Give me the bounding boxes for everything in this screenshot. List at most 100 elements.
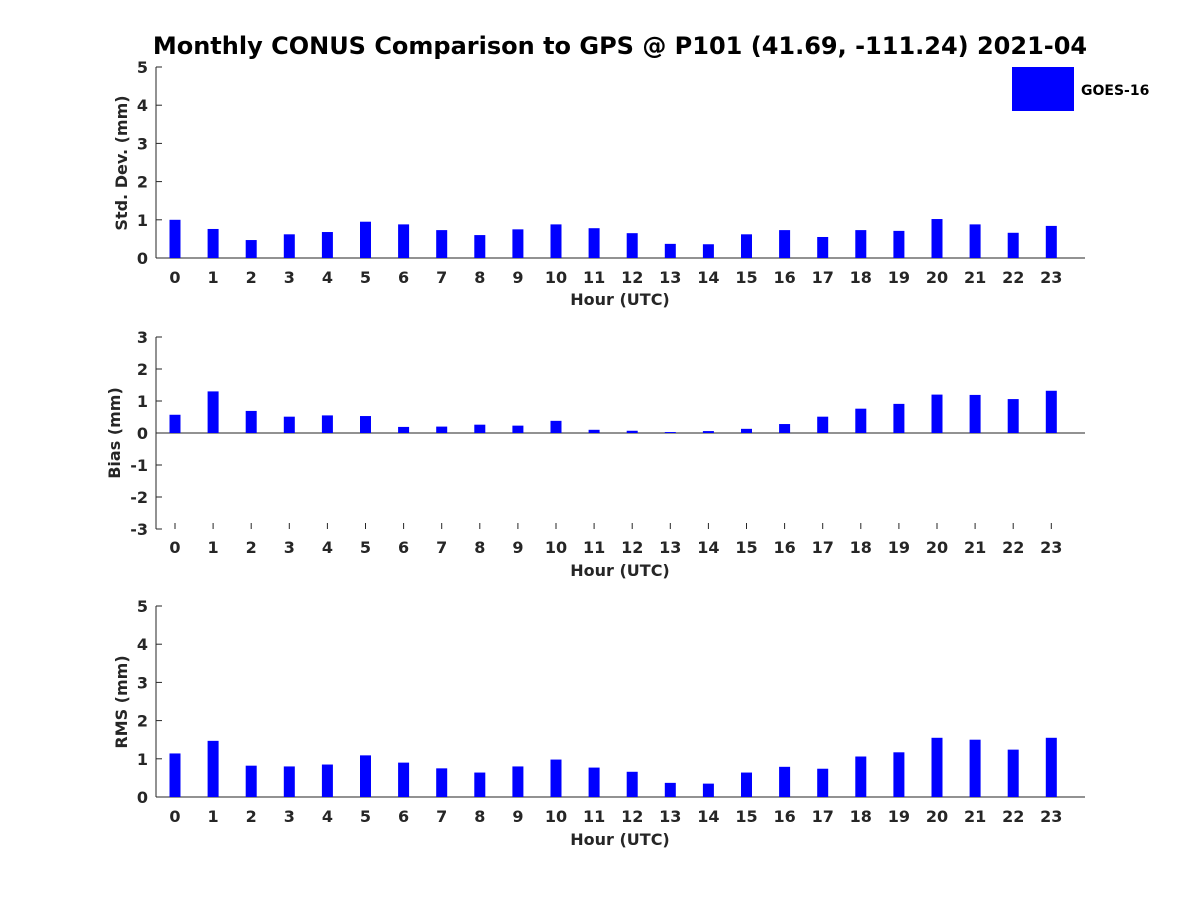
x-tick-label: 14 — [697, 268, 719, 287]
y-tick-label: 3 — [137, 134, 148, 153]
x-tick-label: 18 — [850, 268, 872, 287]
bar-hour-15 — [741, 428, 752, 433]
x-axis-label: Hour (UTC) — [570, 830, 670, 849]
x-tick-label: 12 — [621, 538, 643, 557]
x-tick-label: 11 — [583, 268, 605, 287]
bar-hour-2 — [245, 410, 257, 433]
x-tick-label: 13 — [659, 268, 681, 287]
y-tick-label: -3 — [130, 520, 148, 539]
bar-hour-23 — [1045, 390, 1057, 433]
x-tick-label: 14 — [697, 538, 719, 557]
bar-hour-18 — [855, 756, 867, 797]
y-axis-label: Bias (mm) — [105, 387, 124, 479]
x-tick-label: 22 — [1002, 807, 1024, 826]
x-tick-label: 13 — [659, 538, 681, 557]
x-tick-label: 20 — [926, 538, 948, 557]
x-tick-label: 0 — [169, 807, 180, 826]
bar-hour-22 — [1007, 232, 1019, 258]
x-tick-label: 21 — [964, 268, 986, 287]
x-tick-label: 4 — [322, 807, 333, 826]
y-tick-label: 0 — [137, 249, 148, 268]
y-tick-label: 1 — [137, 392, 148, 411]
bar-hour-5 — [360, 755, 371, 797]
x-tick-label: 15 — [735, 807, 757, 826]
bar-hour-2 — [245, 765, 257, 797]
x-tick-label: 22 — [1002, 538, 1024, 557]
bar-hour-19 — [893, 403, 905, 433]
x-tick-label: 12 — [621, 268, 643, 287]
bar-hour-15 — [741, 772, 752, 797]
y-axis-label: RMS (mm) — [112, 655, 131, 748]
x-tick-label: 1 — [208, 807, 219, 826]
bar-hour-15 — [741, 234, 752, 258]
y-tick-label: -1 — [130, 456, 148, 475]
bar-hour-7 — [436, 230, 448, 258]
y-tick-label: 3 — [137, 328, 148, 347]
bar-hour-22 — [1007, 749, 1019, 797]
x-tick-label: 4 — [322, 538, 333, 557]
x-tick-label: 6 — [398, 268, 409, 287]
x-tick-label: 19 — [888, 538, 910, 557]
x-tick-label: 3 — [284, 807, 295, 826]
x-tick-label: 5 — [360, 807, 371, 826]
bar-hour-21 — [969, 394, 981, 433]
x-tick-label: 14 — [697, 807, 719, 826]
bar-hour-3 — [283, 416, 295, 433]
bar-hour-5 — [360, 416, 371, 433]
x-tick-label: 21 — [964, 807, 986, 826]
y-tick-label: 1 — [137, 750, 148, 769]
x-tick-label: 16 — [773, 807, 795, 826]
bar-hour-16 — [779, 766, 791, 797]
x-tick-label: 12 — [621, 807, 643, 826]
x-tick-label: 15 — [735, 268, 757, 287]
bar-hour-19 — [893, 752, 905, 797]
y-tick-label: 4 — [137, 96, 148, 115]
bar-hour-21 — [969, 739, 981, 797]
x-tick-label: 2 — [246, 807, 257, 826]
bar-hour-9 — [512, 425, 524, 433]
x-tick-label: 11 — [583, 538, 605, 557]
legend-label: GOES-16 — [1081, 83, 1149, 99]
bar-hour-0 — [169, 414, 181, 433]
y-tick-label: 5 — [137, 597, 148, 616]
bar-hour-20 — [931, 219, 943, 258]
legend: GOES-16 — [1012, 67, 1149, 111]
x-tick-label: 5 — [360, 538, 371, 557]
bar-hour-1 — [207, 740, 219, 797]
bar-hour-4 — [321, 415, 333, 433]
x-tick-label: 6 — [398, 538, 409, 557]
bar-hour-9 — [512, 766, 524, 797]
y-tick-label: 5 — [137, 58, 148, 77]
bar-hour-23 — [1045, 225, 1057, 258]
bar-hour-17 — [817, 416, 829, 433]
x-tick-label: 0 — [169, 268, 180, 287]
x-tick-label: 19 — [888, 268, 910, 287]
x-axis-label: Hour (UTC) — [570, 561, 670, 580]
x-tick-label: 19 — [888, 807, 910, 826]
x-tick-label: 8 — [474, 807, 485, 826]
x-tick-label: 8 — [474, 268, 485, 287]
x-tick-label: 22 — [1002, 268, 1024, 287]
x-tick-label: 17 — [812, 538, 834, 557]
bar-hour-12 — [626, 430, 638, 433]
x-tick-label: 9 — [512, 268, 523, 287]
bar-hour-6 — [398, 762, 410, 797]
x-tick-label: 2 — [246, 538, 257, 557]
x-tick-label: 16 — [773, 538, 795, 557]
y-axis-label: Std. Dev. (mm) — [112, 95, 131, 230]
x-tick-label: 3 — [284, 538, 295, 557]
bar-hour-2 — [245, 240, 257, 258]
y-tick-label: 2 — [137, 360, 148, 379]
bar-hour-7 — [436, 768, 448, 797]
x-tick-label: 23 — [1040, 268, 1062, 287]
bar-hour-20 — [931, 394, 943, 433]
x-tick-label: 13 — [659, 807, 681, 826]
x-tick-label: 21 — [964, 538, 986, 557]
bar-hour-4 — [321, 232, 333, 258]
bar-hour-21 — [969, 224, 981, 258]
bar-hour-14 — [702, 431, 714, 433]
x-tick-label: 9 — [512, 807, 523, 826]
bar-hour-11 — [588, 228, 600, 258]
